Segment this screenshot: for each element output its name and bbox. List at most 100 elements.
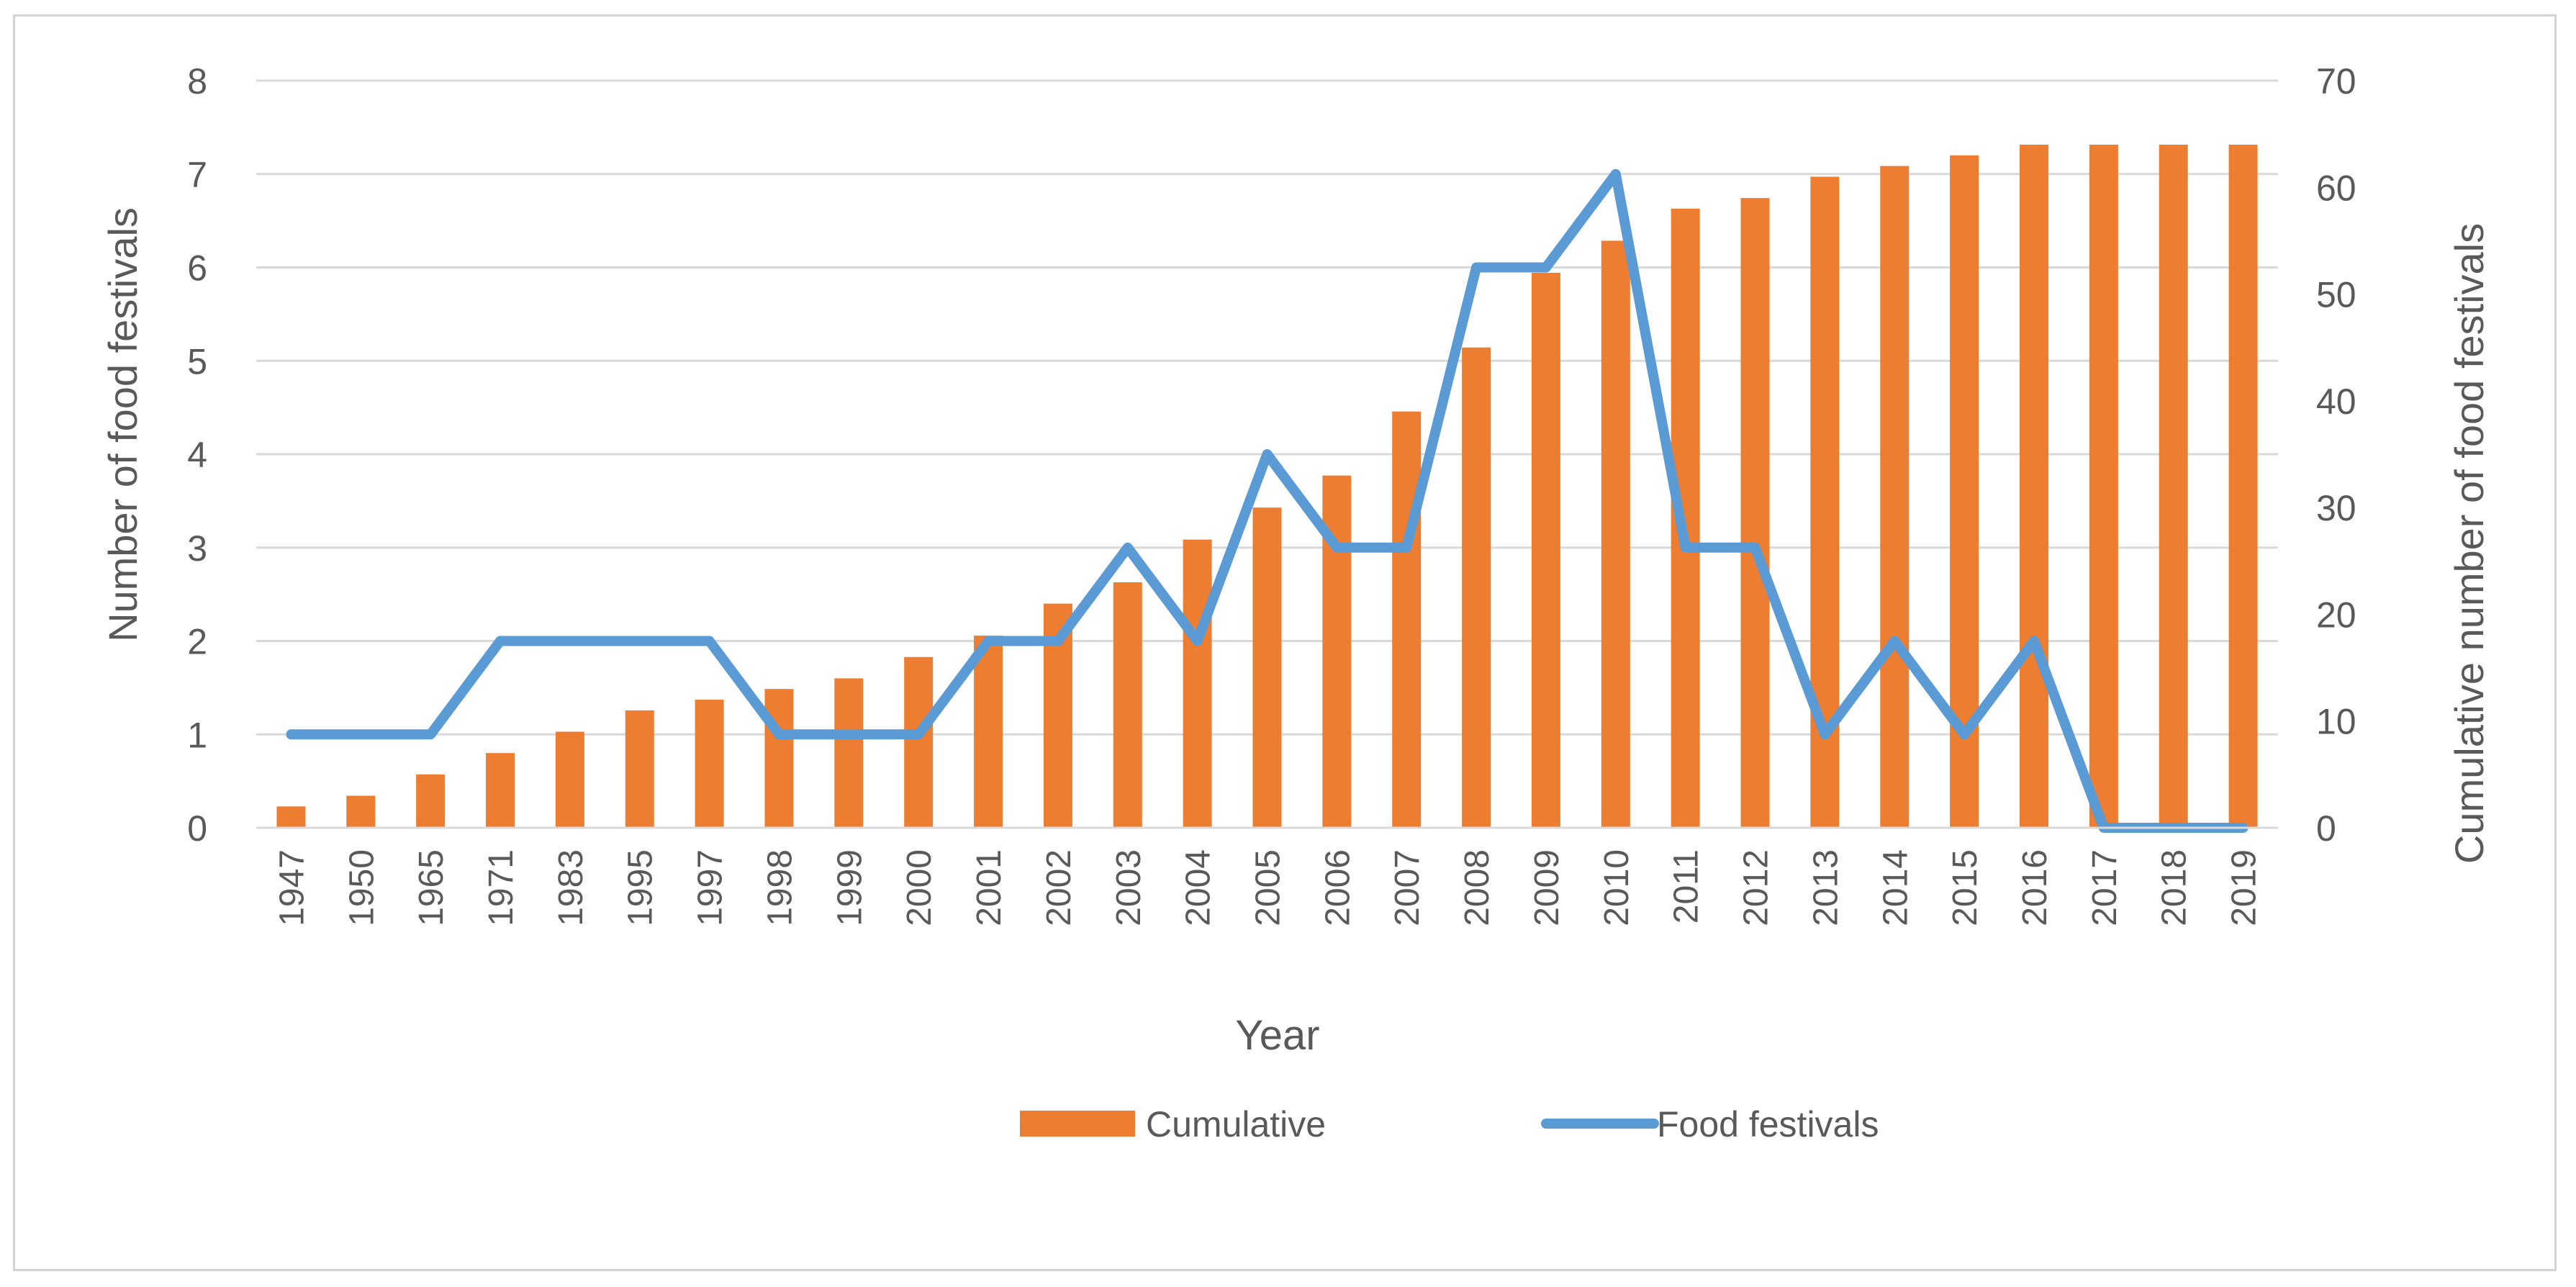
y2-tick-label: 0 [2316, 808, 2336, 849]
x-tick-label: 1997 [692, 849, 730, 926]
food-festivals-point [1196, 639, 1199, 643]
legend: Cumulative Food festivals [1020, 1104, 1879, 1144]
x-tick-label: 2001 [970, 849, 1008, 926]
food-festivals-point [917, 733, 921, 736]
x-tick-label: 1971 [482, 849, 520, 926]
x-tick-label: 2019 [2225, 849, 2264, 926]
x-tick-label: 2002 [1040, 849, 1078, 926]
y-tick-label: 8 [187, 61, 207, 101]
x-tick-label: 2014 [1876, 849, 1915, 926]
y-tick-label: 6 [187, 248, 207, 289]
x-tick-label: 2006 [1319, 849, 1357, 926]
x-tick-label: 2008 [1458, 849, 1496, 926]
bar-cumulative [695, 700, 724, 828]
bar-cumulative [486, 753, 515, 828]
x-tick-label: 2016 [2016, 849, 2054, 926]
y-tick-label: 0 [187, 808, 207, 849]
bar-cumulative [2089, 144, 2118, 828]
x-tick-label: 2007 [1388, 849, 1427, 926]
axes: 0 1 2 3 4 5 6 7 8 0 10 20 30 40 50 60 70 1947 1950 1965 1971… [187, 61, 2356, 926]
food-festivals-point [1684, 546, 1687, 549]
x-tick-label: 1998 [761, 849, 799, 926]
food-festivals-point [847, 733, 851, 736]
bar-cumulative [2019, 144, 2048, 828]
legend-label-food-festivals: Food festivals [1657, 1104, 1879, 1144]
bar-cumulative [834, 678, 864, 828]
food-festivals-point [1475, 266, 1478, 269]
x-tick-label: 1983 [552, 849, 590, 926]
food-festivals-point [1405, 546, 1409, 549]
y-tick-label: 3 [187, 528, 207, 569]
food-festivals-point [1335, 546, 1339, 549]
y2-tick-label: 20 [2316, 595, 2356, 635]
x-tick-label: 2000 [900, 849, 939, 926]
food-festivals-point [1056, 639, 1059, 643]
bar-cumulative [346, 795, 376, 828]
y2-tick-label: 10 [2316, 702, 2356, 742]
food-festivals-point [1126, 546, 1129, 549]
y2-tick-label: 70 [2316, 61, 2356, 101]
bar-cumulative [1183, 539, 1212, 828]
x-tick-label: 2010 [1598, 849, 1636, 926]
x-tick-label: 2004 [1180, 849, 1218, 926]
bar-cumulative [416, 774, 446, 828]
y-axis-label: Number of food festivals [100, 207, 145, 642]
y-tick-label: 4 [187, 435, 207, 475]
bar-cumulative [1462, 347, 1491, 828]
x-tick-label: 2003 [1110, 849, 1148, 926]
food-festivals-point [2032, 639, 2035, 643]
y-tick-label: 5 [187, 341, 207, 381]
bars [276, 144, 2258, 828]
bar-cumulative [1740, 198, 1770, 828]
legend-label-cumulative: Cumulative [1146, 1104, 1326, 1144]
bar-cumulative [1880, 166, 1910, 828]
bar-cumulative [1601, 240, 1630, 828]
food-festivals-point [429, 733, 433, 736]
x-tick-label: 1965 [412, 849, 451, 926]
y2-tick-label: 40 [2316, 381, 2356, 422]
bar-cumulative [555, 731, 584, 828]
food-festivals-point [359, 733, 363, 736]
bar-cumulative [904, 656, 934, 828]
bar-cumulative [625, 710, 654, 828]
food-festivals-point [1893, 639, 1897, 643]
x-tick-label: 1950 [343, 849, 381, 926]
y2-axis-label: Cumulative number of food festivals [2446, 223, 2492, 864]
food-festivals-point [708, 639, 711, 643]
food-festivals-point [1823, 733, 1827, 736]
food-festivals-point [777, 733, 781, 736]
food-festivals-point [568, 639, 571, 643]
food-festivals-point [499, 639, 502, 643]
chart-frame [13, 14, 2557, 1271]
x-tick-label: 2011 [1668, 849, 1706, 924]
food-festivals-point [1265, 453, 1269, 456]
y-tick-label: 2 [187, 622, 207, 662]
bar-cumulative [2159, 144, 2188, 828]
y2-tick-label: 60 [2316, 168, 2356, 208]
food-festivals-point [1614, 172, 1617, 176]
x-tick-label: 1999 [831, 849, 869, 926]
x-tick-label: 2013 [1807, 849, 1845, 926]
bar-cumulative [2228, 144, 2258, 828]
bar-cumulative [1113, 582, 1142, 828]
food-festivals-point [638, 639, 641, 643]
legend-swatch-cumulative [1020, 1111, 1135, 1137]
x-tick-label: 2017 [2086, 849, 2124, 926]
y2-tick-label: 50 [2316, 275, 2356, 315]
bar-cumulative [276, 806, 306, 828]
x-tick-label: 2009 [1528, 849, 1566, 926]
food-festivals-point [1544, 266, 1547, 269]
x-tick-label: 2018 [2156, 849, 2194, 926]
x-tick-label: 1947 [273, 849, 311, 926]
y-tick-label: 7 [187, 155, 207, 195]
food-festivals-point [289, 733, 293, 736]
bar-cumulative [974, 636, 1003, 828]
y2-tick-label: 30 [2316, 488, 2356, 528]
y-tick-label: 1 [187, 715, 207, 755]
x-tick-label: 1995 [622, 849, 660, 926]
food-festivals-point [1753, 546, 1757, 549]
x-tick-label: 2005 [1249, 849, 1288, 926]
food-festivals-point [987, 639, 990, 643]
x-tick-label: 2015 [1946, 849, 1984, 926]
x-tick-label: 2012 [1737, 849, 1776, 926]
